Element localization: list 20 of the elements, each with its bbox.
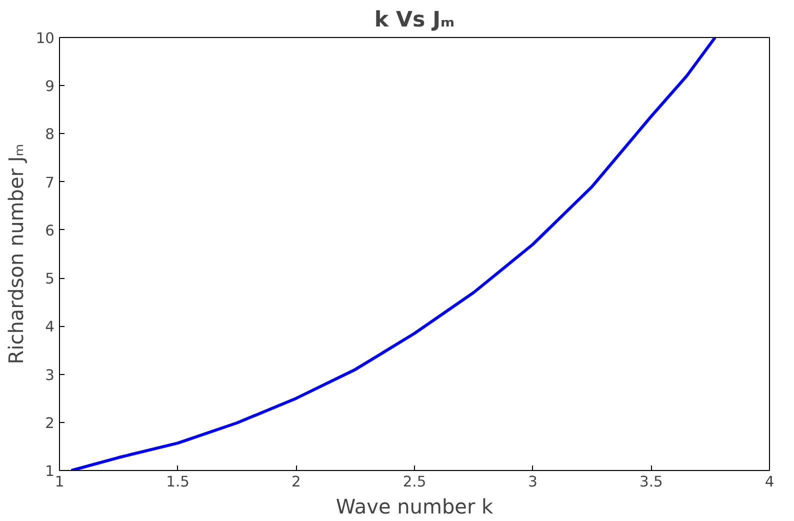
x-tick-label: 3 bbox=[528, 474, 538, 490]
x-tick-label: 3.5 bbox=[640, 474, 663, 490]
y-tick-label: 2 bbox=[45, 414, 55, 432]
x-tick-label: 2 bbox=[292, 474, 301, 490]
y-tick-label: 6 bbox=[45, 222, 55, 240]
y-tick-label: 9 bbox=[45, 78, 55, 96]
y-tick-label: 4 bbox=[45, 318, 55, 336]
y-tick-label: 3 bbox=[45, 366, 55, 384]
chart-title: k Vs Jₘ bbox=[374, 8, 455, 32]
y-tick-label: 10 bbox=[36, 30, 55, 47]
x-tick-label: 4 bbox=[764, 474, 774, 490]
x-tick-label: 2.5 bbox=[402, 474, 426, 490]
x-axis-title: Wave number k bbox=[336, 494, 494, 518]
y-tick-label: 1 bbox=[45, 463, 55, 480]
y-tick-label: 8 bbox=[45, 126, 55, 144]
y-tick-label: 5 bbox=[45, 270, 55, 288]
line-series bbox=[70, 38, 717, 470]
y-tick-label: 7 bbox=[45, 174, 55, 192]
x-tick-label: 1.5 bbox=[166, 474, 190, 490]
y-axis-title: Richardson number Jₘ bbox=[4, 144, 28, 364]
